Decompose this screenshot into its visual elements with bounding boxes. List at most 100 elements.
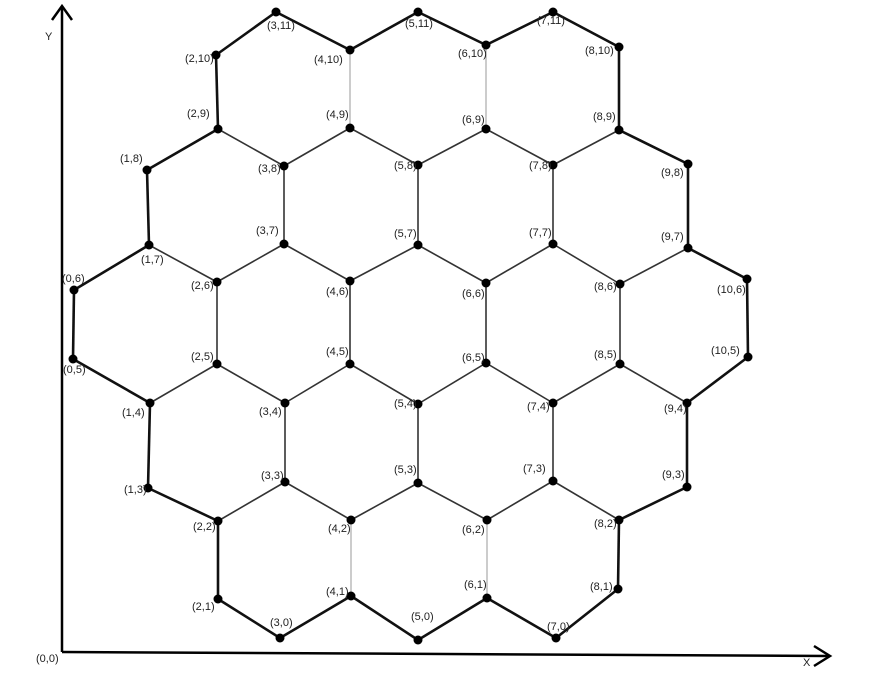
node-label-3-7: (3,7)	[256, 225, 279, 237]
node-label-8-9: (8,9)	[593, 111, 616, 123]
node-label-7-7: (7,7)	[529, 227, 552, 239]
node-6-6	[481, 278, 491, 288]
edge-7-3-to-8-2	[552, 480, 620, 521]
node-8-1	[613, 584, 623, 594]
node-labels: (3,11) (5,11) (7,11) (2,10) (4,10) (6,10) (8,1…	[62, 15, 746, 633]
node-label-4-9: (4,9)	[326, 109, 349, 121]
node-label-3-3: (3,3)	[261, 470, 284, 482]
node-label-1-7: (1,7)	[141, 254, 164, 266]
node-5-4	[413, 399, 423, 409]
node-label-10-6: (10,6)	[717, 284, 746, 296]
node-label-7-11: (7,11)	[537, 15, 565, 27]
node-7-11	[548, 7, 558, 17]
node-label-4-10: (4,10)	[314, 54, 343, 66]
node-7-0	[551, 633, 561, 643]
y-axis-arrow	[50, 3, 74, 21]
origin-label: (0,0)	[36, 653, 59, 665]
edge-9-7-to-10-6	[687, 246, 748, 281]
node-10-5	[743, 352, 753, 362]
node-label-2-10: (2,10)	[185, 53, 214, 65]
edge-2-2-to-3-3	[217, 481, 286, 522]
node-label-9-7: (9,7)	[661, 231, 684, 243]
node-label-6-2: (6,2)	[462, 524, 485, 536]
node-label-3-8: (3,8)	[258, 163, 281, 175]
node-6-10	[481, 40, 491, 50]
node-3-8	[279, 161, 289, 171]
edge-10-6-to-10-5	[745, 278, 750, 358]
node-label-2-2: (2,2)	[193, 521, 216, 533]
node-4-9	[345, 123, 355, 133]
edge-2-10-to-2-9	[214, 54, 220, 130]
edge-2-1-to-3-0	[217, 597, 281, 640]
node-2-2	[213, 516, 223, 526]
node-4-2	[346, 515, 356, 525]
edge-2-10-to-3-11	[215, 10, 277, 57]
node-label-4-2: (4,2)	[328, 523, 351, 535]
node-5-3	[413, 478, 423, 488]
node-6-9	[481, 124, 491, 134]
edge-7-4-to-8-5	[552, 363, 621, 404]
node-9-4	[682, 398, 692, 408]
node-label-5-7: (5,7)	[394, 228, 417, 240]
edge-3-7-to-4-6	[283, 243, 351, 282]
node-1-3	[143, 483, 153, 493]
node-2-9	[213, 124, 223, 134]
edge-5-4-to-6-5	[417, 362, 487, 405]
node-3-0	[275, 633, 285, 643]
node-1-8	[142, 165, 152, 175]
node-label-5-8: (5,8)	[394, 160, 417, 172]
node-8-10	[614, 42, 624, 52]
node-6-2	[482, 515, 492, 525]
edge-2-9-to-3-8	[217, 128, 285, 167]
node-label-8-2: (8,2)	[594, 518, 617, 530]
edge-6-10-to-7-11	[485, 10, 554, 47]
node-5-8	[413, 160, 423, 170]
node-2-6	[212, 277, 222, 287]
node-label-6-6: (6,6)	[462, 288, 485, 300]
node-9-8	[683, 159, 693, 169]
node-0-6	[69, 285, 79, 295]
edge-1-8-to-1-7	[145, 169, 151, 246]
node-1-4	[145, 398, 155, 408]
edge-8-2-to-9-3	[618, 485, 688, 522]
edge-4-1-to-5-0	[350, 594, 419, 642]
node-9-7	[683, 243, 693, 253]
x-axis	[61, 650, 829, 658]
node-5-0	[413, 635, 423, 645]
node-3-11	[271, 7, 281, 17]
y-axis-label: Y	[45, 31, 53, 43]
node-8-2	[614, 515, 624, 525]
edge-3-11-to-4-10	[275, 10, 351, 52]
node-3-4	[280, 398, 290, 408]
node-4-6	[345, 276, 355, 286]
node-label-3-0: (3,0)	[270, 617, 293, 629]
node-7-8	[548, 160, 558, 170]
edge-6-2-to-7-3	[486, 480, 554, 521]
edge-4-2-to-5-3	[350, 482, 419, 521]
edge-7-0-to-8-1	[555, 587, 619, 640]
node-label-3-11: (3,11)	[267, 20, 295, 32]
edge-7-11-to-8-10	[552, 10, 620, 49]
node-8-5	[615, 359, 625, 369]
edge-4-6-to-5-7	[349, 244, 419, 282]
edge-3-8-to-4-9	[283, 127, 351, 167]
node-label-7-4: (7,4)	[527, 401, 550, 413]
node-3-7	[279, 239, 289, 249]
node-label-6-1: (6,1)	[464, 579, 487, 591]
hex-nodes	[68, 7, 753, 645]
edge-7-8-to-8-9	[552, 129, 620, 166]
edge-3-4-to-4-5	[284, 363, 351, 404]
edge-6-1-to-7-0	[486, 596, 557, 640]
node-label-8-1: (8,1)	[590, 581, 613, 593]
node-label-9-4: (9,4)	[664, 403, 687, 415]
node-label-7-8: (7,8)	[529, 160, 552, 172]
node-label-2-1: (2,1)	[192, 601, 215, 613]
node-8-9	[614, 125, 624, 135]
node-3-3	[280, 477, 290, 487]
edge-8-6-to-9-7	[619, 247, 689, 285]
node-7-7	[548, 239, 558, 249]
node-label-3-4: (3,4)	[259, 406, 282, 418]
node-4-10	[345, 45, 355, 55]
edge-4-9-to-5-8	[349, 127, 419, 166]
